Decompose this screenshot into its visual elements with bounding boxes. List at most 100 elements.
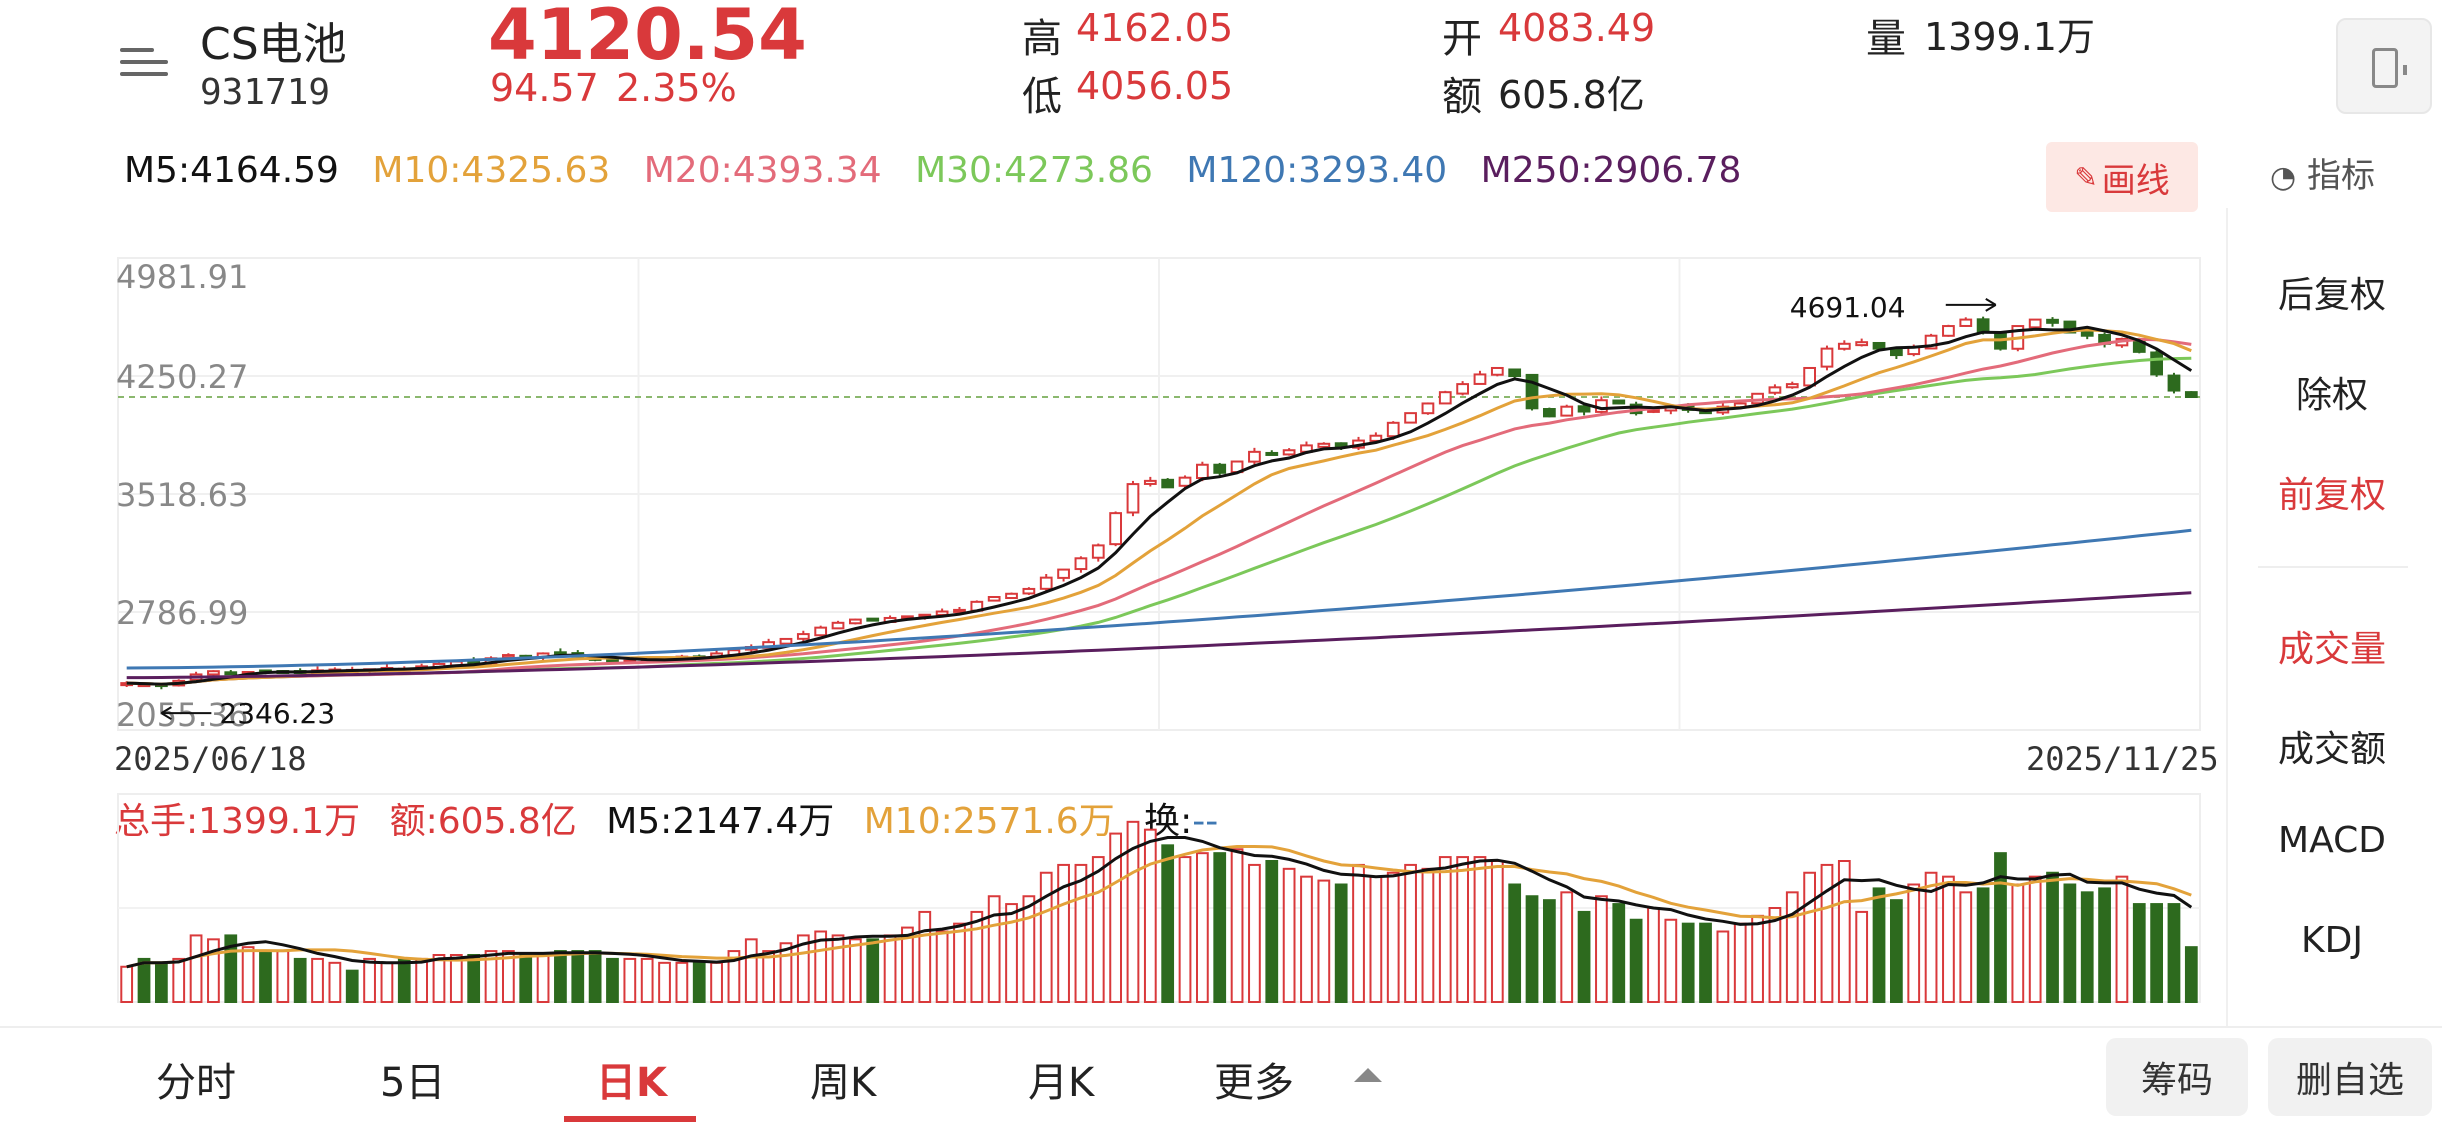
- volume-bar-up: [675, 961, 689, 1003]
- volume-bar-down: [1976, 887, 1990, 1003]
- date-end: 2025/11/25: [2026, 740, 2219, 778]
- tab-monthly-k[interactable]: 月K: [1028, 1060, 1095, 1106]
- gauge-icon: ◔: [2270, 160, 2297, 195]
- candle-up: [1820, 347, 1834, 368]
- volume-bar-up: [120, 965, 134, 1003]
- amount-label: 额: [1442, 74, 1482, 120]
- volume-bar-up: [1057, 863, 1070, 1003]
- volume-bar-up: [762, 950, 776, 1003]
- volume-bar-down: [293, 957, 307, 1004]
- volume-bar-up: [1907, 883, 1921, 1003]
- tab-weekly-k[interactable]: 周K: [810, 1060, 877, 1106]
- volume-bar-up: [970, 910, 984, 1003]
- period-tabs: 分时 5日 日K 周K 月K 更多 筹码 删自选: [0, 1026, 2442, 1124]
- candle-up: [1005, 592, 1018, 600]
- macd-indicator-option[interactable]: MACD: [2278, 820, 2386, 861]
- volume-bar-down: [1994, 852, 2007, 1003]
- volume-bar-down: [554, 950, 567, 1003]
- ma20-value: M20:4393.34: [643, 150, 882, 191]
- candle-up: [1282, 449, 1296, 456]
- pencil-icon: ✎: [2074, 160, 2098, 194]
- volume-bar-up: [623, 957, 637, 1004]
- volume-bar-up: [172, 957, 186, 1004]
- menu-icon[interactable]: [120, 40, 176, 90]
- amount-indicator-option[interactable]: 成交额: [2277, 729, 2386, 770]
- total-amount: 额:605.8亿: [389, 801, 577, 842]
- kline-chart[interactable]: 4981.91 4250.27 3518.63 2786.99 2055.36 4691…: [0, 230, 2210, 740]
- volume-bar-up: [380, 961, 394, 1003]
- candle-up: [1057, 568, 1070, 579]
- volume-bar-down: [1542, 899, 1556, 1003]
- volume-bar-down: [345, 969, 359, 1004]
- indicator-button[interactable]: ◔ 指标: [2270, 148, 2375, 197]
- volume-indicator-option[interactable]: 成交量: [2277, 629, 2386, 670]
- volume-bar-up: [1109, 832, 1123, 1004]
- volume-legend: 总手:1399.1万 额:605.8亿 M5:2147.4万 M10:2571.…: [114, 792, 1236, 844]
- candle-up: [831, 621, 845, 630]
- candle-up: [1317, 442, 1331, 448]
- volume-chart[interactable]: [0, 790, 2210, 1010]
- high-value: 4162.05: [1076, 6, 1234, 50]
- candle-up: [848, 618, 862, 625]
- volume-bar-down: [866, 938, 880, 1003]
- candle-down: [2080, 330, 2094, 337]
- candle-up: [953, 608, 966, 613]
- tab-intraday[interactable]: 分时: [156, 1060, 236, 1106]
- tab-more[interactable]: 更多: [1214, 1060, 1294, 1106]
- chips-button[interactable]: 筹码: [2106, 1038, 2248, 1116]
- post-adjust-option[interactable]: 后复权: [2277, 275, 2386, 316]
- volume-bar-up: [1664, 918, 1678, 1003]
- candle-up: [1404, 412, 1417, 424]
- open-label: 开: [1442, 16, 1482, 62]
- pre-adjust-option[interactable]: 前复权: [2277, 475, 2386, 516]
- indicator-label: 指标: [2307, 156, 2375, 196]
- candle-down: [2184, 391, 2198, 399]
- remove-watchlist-button[interactable]: 删自选: [2268, 1038, 2432, 1116]
- volume-bar-down: [1577, 910, 1591, 1003]
- candle-up: [779, 637, 793, 645]
- volume-bar-down: [1508, 883, 1522, 1003]
- volume-bar-up: [1785, 891, 1799, 1003]
- volume-ma10: M10:2571.6万: [863, 801, 1115, 842]
- volume-bar-down: [2150, 903, 2164, 1003]
- candle-down: [224, 671, 238, 676]
- volume-bar-down: [1681, 922, 1695, 1004]
- side-panel: 后复权 除权 前复权 成交量 成交额 MACD KDJ: [2226, 208, 2436, 1028]
- candle-down: [1872, 341, 1886, 350]
- volume-bar-up: [814, 930, 828, 1003]
- candle-up: [501, 654, 515, 659]
- volume-bar-up: [1837, 860, 1851, 1003]
- volume-m5-line: [126, 836, 2193, 969]
- low-marker-label: 2346.23: [219, 697, 335, 730]
- candle-up: [1456, 383, 1470, 395]
- volume-bar-down: [154, 961, 168, 1003]
- draw-line-button[interactable]: ✎ 画线: [2046, 142, 2198, 212]
- volume-bar-up: [727, 950, 741, 1003]
- volume-bar-up: [1855, 910, 1869, 1003]
- volume-bar-up: [1733, 922, 1747, 1004]
- volume-bar-down: [519, 954, 533, 1003]
- volume-bar-up: [501, 950, 515, 1003]
- volume-bar-up: [935, 930, 949, 1003]
- volume-bar-up: [1404, 863, 1417, 1003]
- volume-bar-up: [1647, 907, 1660, 1003]
- volume-bar-down: [467, 954, 481, 1003]
- volume-bar-up: [1074, 863, 1088, 1003]
- candle-up: [1369, 434, 1383, 442]
- tab-daily-k[interactable]: 日K: [596, 1060, 667, 1106]
- candle-up: [1178, 476, 1192, 487]
- volume-bar-down: [1161, 844, 1175, 1004]
- volume-bar-up: [987, 895, 1001, 1003]
- ex-rights-option[interactable]: 除权: [2295, 375, 2368, 416]
- volume-bar-up: [241, 946, 255, 1004]
- tab-5day[interactable]: 5日: [380, 1060, 446, 1106]
- open-value: 4083.49: [1498, 6, 1656, 50]
- candle-up: [814, 626, 828, 637]
- candle-up: [987, 596, 1001, 602]
- arrow-head: [1985, 298, 1997, 312]
- landscape-toggle-button[interactable]: [2336, 18, 2432, 114]
- kdj-indicator-option[interactable]: KDJ: [2301, 920, 2363, 961]
- candle-up: [1438, 391, 1452, 405]
- volume-bar-up: [1438, 856, 1452, 1004]
- volume-bar-up: [953, 922, 966, 1004]
